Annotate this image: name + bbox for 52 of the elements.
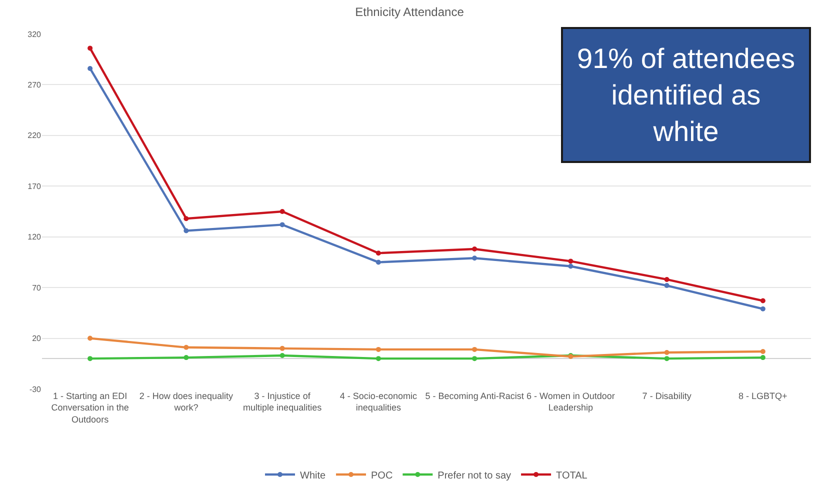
x-tick-label: 1 - Starting an EDI Conversation in the Outdoors [51, 391, 129, 424]
x-tick-label: 5 - Becoming Anti-Racist [425, 391, 524, 401]
point [472, 256, 478, 261]
x-tick-label: 8 - LGBTQ+ [738, 391, 788, 401]
x-tick-label: 6 - Women in Outdoor Leadership [526, 391, 615, 413]
x-tick-label: 3 - Injustice of multiple inequalities [243, 391, 322, 413]
chart-title: Ethnicity Attendance [355, 4, 464, 19]
point [472, 346, 478, 352]
y-tick-label: 20 [32, 334, 42, 344]
point [280, 353, 285, 358]
point [88, 336, 93, 341]
point [760, 348, 766, 354]
point [760, 298, 766, 304]
point [664, 356, 670, 362]
point [664, 350, 670, 355]
point [88, 46, 93, 51]
point [184, 355, 189, 360]
y-tick-label: 220 [28, 131, 42, 140]
point [88, 66, 93, 71]
point [472, 246, 478, 252]
point [280, 222, 285, 228]
y-tick-label: -30 [29, 384, 42, 394]
point [184, 228, 189, 234]
point [472, 356, 478, 362]
point [88, 356, 93, 362]
point [568, 264, 574, 269]
point [568, 258, 574, 264]
point [664, 276, 670, 282]
annotation: 91% of attendees identified as white [577, 43, 795, 147]
x-tick-label: 7 - Disability [642, 391, 692, 401]
point [280, 209, 285, 214]
legend-label: TOTAL [556, 470, 588, 482]
y-tick-label: 320 [28, 30, 42, 39]
legend-label: White [300, 470, 326, 482]
legend-label: POC [371, 470, 393, 482]
point [184, 216, 189, 222]
point [376, 346, 381, 352]
point [280, 346, 285, 351]
y-tick-label: 270 [28, 80, 42, 90]
y-tick-label: 170 [28, 182, 42, 191]
y-tick-label: 120 [28, 232, 42, 242]
point [184, 344, 189, 350]
y-tick-label: 70 [32, 283, 42, 292]
point [760, 306, 766, 312]
x-tick-label: 2 - How does inequality work? [139, 391, 234, 413]
x-tick-label: 4 - Socio-economic inequalities [340, 391, 418, 413]
point [376, 260, 381, 265]
point [376, 250, 381, 256]
point [760, 355, 766, 360]
point [664, 283, 670, 288]
legend-label: Prefer not to say [438, 470, 512, 482]
point [376, 356, 381, 362]
